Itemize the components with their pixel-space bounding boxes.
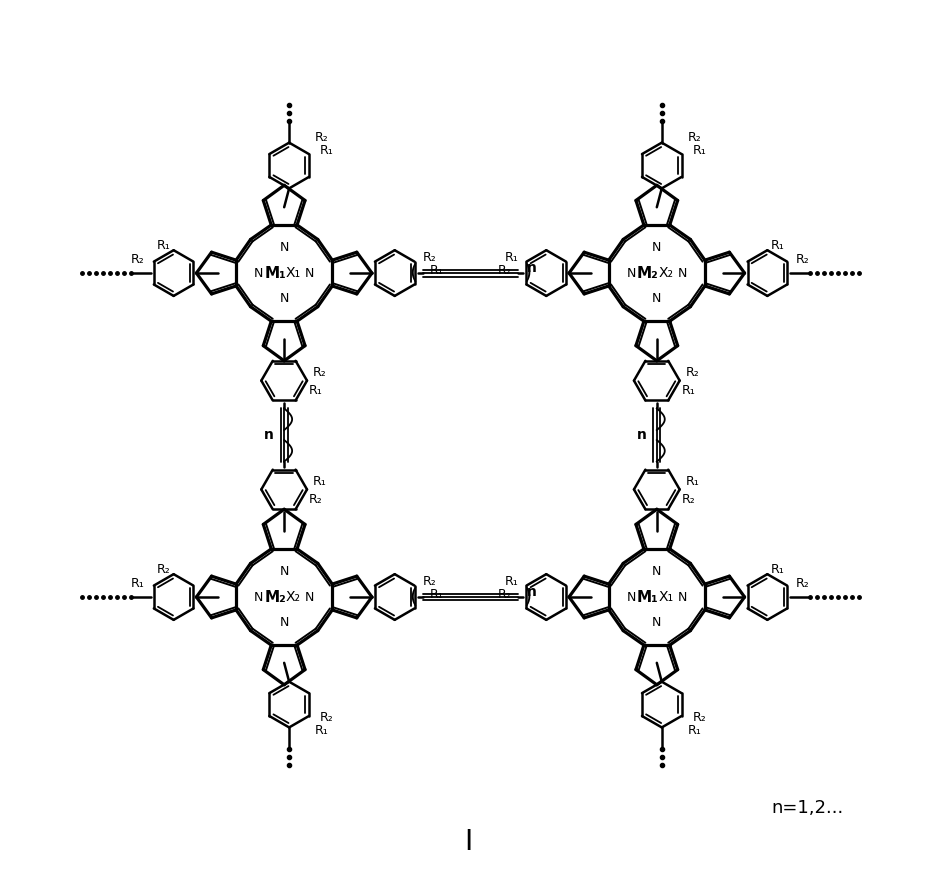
- Text: R₂: R₂: [796, 577, 809, 589]
- Text: R₁: R₁: [769, 563, 783, 576]
- Text: R₂: R₂: [687, 131, 701, 144]
- Text: N: N: [279, 292, 288, 305]
- Text: N: N: [279, 564, 288, 578]
- Text: R₂: R₂: [692, 711, 706, 724]
- Text: R₁: R₁: [685, 475, 698, 488]
- Text: R₂: R₂: [685, 366, 698, 379]
- Text: R₂: R₂: [309, 493, 323, 506]
- Text: N: N: [677, 591, 686, 603]
- Text: R₁: R₁: [429, 587, 443, 601]
- Text: N: N: [305, 266, 314, 280]
- Text: N: N: [626, 266, 636, 280]
- Text: N: N: [254, 266, 263, 280]
- Text: R₁: R₁: [309, 384, 323, 397]
- Text: R₁: R₁: [131, 577, 144, 589]
- Text: R₁: R₁: [314, 724, 329, 736]
- Text: R₁: R₁: [505, 250, 518, 264]
- Text: N: N: [279, 241, 288, 254]
- Text: X₁: X₁: [285, 266, 300, 280]
- Text: n: n: [526, 585, 535, 599]
- Text: R₁: R₁: [769, 239, 783, 251]
- Text: X₂: X₂: [285, 590, 300, 604]
- Text: ): ): [523, 587, 531, 607]
- Text: N: N: [677, 266, 686, 280]
- Text: R₁: R₁: [681, 384, 695, 397]
- Text: R₁: R₁: [692, 144, 706, 157]
- Text: M₂: M₂: [636, 265, 658, 280]
- Text: R₁: R₁: [505, 574, 518, 587]
- Text: R₂: R₂: [796, 252, 809, 265]
- Text: ): ): [523, 263, 531, 283]
- Text: R₂: R₂: [681, 493, 695, 506]
- Text: X₂: X₂: [658, 266, 673, 280]
- Text: R₂: R₂: [131, 252, 144, 265]
- Text: R₂: R₂: [156, 563, 170, 576]
- Text: N: N: [279, 617, 288, 629]
- Text: R₁: R₁: [313, 475, 327, 488]
- Text: n: n: [636, 428, 646, 442]
- Text: M₁: M₁: [264, 265, 285, 280]
- Text: R₂: R₂: [497, 587, 511, 601]
- Text: R₁: R₁: [320, 144, 333, 157]
- Text: N: N: [651, 564, 661, 578]
- Text: n=1,2...: n=1,2...: [771, 799, 843, 817]
- Text: I: I: [463, 828, 472, 856]
- Text: N: N: [651, 292, 661, 305]
- Text: R₂: R₂: [422, 574, 436, 587]
- Text: M₂: M₂: [264, 589, 285, 604]
- Text: R₁: R₁: [687, 724, 701, 736]
- Text: n: n: [264, 428, 274, 442]
- Text: (: (: [409, 587, 417, 607]
- Text: n: n: [526, 261, 535, 275]
- Text: R₁: R₁: [429, 264, 443, 277]
- Text: R₂: R₂: [422, 250, 436, 264]
- Text: N: N: [305, 591, 314, 603]
- Text: R₂: R₂: [313, 366, 327, 379]
- Text: N: N: [254, 591, 263, 603]
- Text: R₂: R₂: [320, 711, 333, 724]
- Text: N: N: [626, 591, 636, 603]
- Text: (: (: [409, 263, 417, 283]
- Text: R₂: R₂: [314, 131, 329, 144]
- Text: M₁: M₁: [636, 589, 658, 604]
- Text: R₂: R₂: [497, 264, 511, 277]
- Text: R₁: R₁: [156, 239, 170, 251]
- Text: N: N: [651, 241, 661, 254]
- Text: N: N: [651, 617, 661, 629]
- Text: X₁: X₁: [658, 590, 673, 604]
